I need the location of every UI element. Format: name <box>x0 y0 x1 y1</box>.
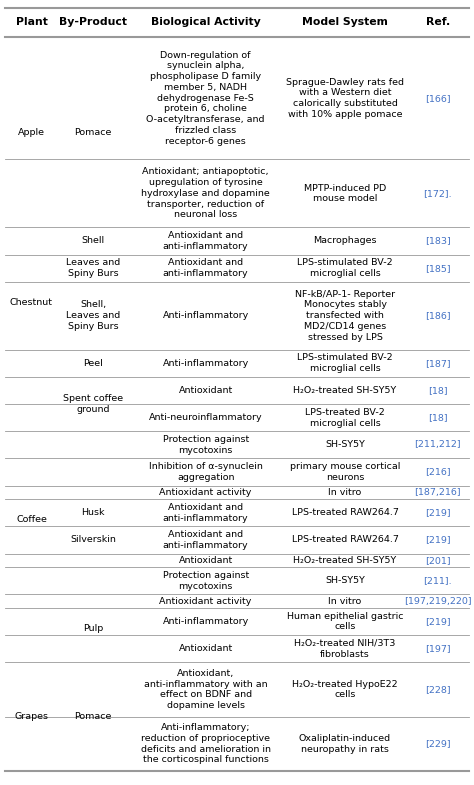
Text: [18]: [18] <box>428 413 448 422</box>
Text: Grapes: Grapes <box>14 712 48 721</box>
Text: Ref.: Ref. <box>426 17 450 27</box>
Text: LPS-treated RAW264.7: LPS-treated RAW264.7 <box>292 535 399 545</box>
Text: Anti-inflammatory: Anti-inflammatory <box>163 617 249 626</box>
Text: Peel: Peel <box>83 359 103 367</box>
Text: Sprague-Dawley rats fed
with a Western diet
calorically substituted
with 10% app: Sprague-Dawley rats fed with a Western d… <box>286 78 404 119</box>
Text: Chestnut: Chestnut <box>10 298 53 307</box>
Text: [183]: [183] <box>425 236 451 246</box>
Text: [228]: [228] <box>425 685 451 694</box>
Text: [187]: [187] <box>425 359 451 367</box>
Text: [18]: [18] <box>428 386 448 395</box>
Text: In vitro: In vitro <box>328 597 362 605</box>
Text: Antioxidant; antiapoptotic,
upregulation of tyrosine
hydroxylase and dopamine
tr: Antioxidant; antiapoptotic, upregulation… <box>141 167 270 219</box>
Text: H₂O₂-treated NIH/3T3
fibroblasts: H₂O₂-treated NIH/3T3 fibroblasts <box>294 639 396 659</box>
Text: MPTP-induced PD
mouse model: MPTP-induced PD mouse model <box>304 184 386 203</box>
Text: SH-SY5Y: SH-SY5Y <box>325 576 365 586</box>
Text: Antioxidant: Antioxidant <box>179 556 233 565</box>
Text: H₂O₂-treated SH-SY5Y: H₂O₂-treated SH-SY5Y <box>293 556 397 565</box>
Text: Antioxidant activity: Antioxidant activity <box>159 488 252 497</box>
Text: LPS-stimulated BV-2
microglial cells: LPS-stimulated BV-2 microglial cells <box>297 353 393 373</box>
Text: Anti-neuroinflammatory: Anti-neuroinflammatory <box>149 413 263 422</box>
Text: [201]: [201] <box>425 556 451 565</box>
Text: Silverskin: Silverskin <box>70 535 116 545</box>
Text: [187,216]: [187,216] <box>415 488 461 497</box>
Text: Coffee: Coffee <box>16 515 47 524</box>
Text: [186]: [186] <box>425 311 451 320</box>
Text: LPS-treated RAW264.7: LPS-treated RAW264.7 <box>292 508 399 517</box>
Text: primary mouse cortical
neurons: primary mouse cortical neurons <box>290 462 400 482</box>
Text: Apple: Apple <box>18 128 45 137</box>
Text: Shell,
Leaves and
Spiny Burs: Shell, Leaves and Spiny Burs <box>66 301 120 331</box>
Text: [172].: [172]. <box>424 189 452 198</box>
Text: Husk: Husk <box>81 508 105 517</box>
Text: Antioxidant: Antioxidant <box>179 386 233 395</box>
Text: Oxaliplatin-induced
neuropathy in rats: Oxaliplatin-induced neuropathy in rats <box>299 734 391 754</box>
Text: Macrophages: Macrophages <box>313 236 377 246</box>
Text: Anti-inflammatory: Anti-inflammatory <box>163 359 249 367</box>
Text: By-Product: By-Product <box>59 17 127 27</box>
Text: Antioxidant activity: Antioxidant activity <box>159 597 252 605</box>
Text: NF-kB/AP-1- Reporter
Monocytes stably
transfected with
MD2/CD14 genes
stressed b: NF-kB/AP-1- Reporter Monocytes stably tr… <box>295 290 395 341</box>
Text: [219]: [219] <box>425 508 451 517</box>
Text: Anti-inflammatory;
reduction of proprioceptive
deficits and amelioration in
the : Anti-inflammatory; reduction of proprioc… <box>141 723 271 765</box>
Text: [185]: [185] <box>425 264 451 272</box>
Text: Antioxidant and
anti-inflammatory: Antioxidant and anti-inflammatory <box>163 258 248 278</box>
Text: [197]: [197] <box>425 644 451 653</box>
Text: Protection against
mycotoxins: Protection against mycotoxins <box>163 571 249 590</box>
Text: H₂O₂-treated SH-SY5Y: H₂O₂-treated SH-SY5Y <box>293 386 397 395</box>
Text: Protection against
mycotoxins: Protection against mycotoxins <box>163 435 249 455</box>
Text: SH-SY5Y: SH-SY5Y <box>325 440 365 449</box>
Text: Human epithelial gastric
cells: Human epithelial gastric cells <box>287 612 403 631</box>
Text: Leaves and
Spiny Burs: Leaves and Spiny Burs <box>66 258 120 278</box>
Text: [219]: [219] <box>425 535 451 545</box>
Text: Model System: Model System <box>302 17 388 27</box>
Text: LPS-treated BV-2
microglial cells: LPS-treated BV-2 microglial cells <box>305 407 385 428</box>
Text: In vitro: In vitro <box>328 488 362 497</box>
Text: [211].: [211]. <box>424 576 452 586</box>
Text: Antioxidant: Antioxidant <box>179 644 233 653</box>
Text: [211,212]: [211,212] <box>415 440 461 449</box>
Text: [166]: [166] <box>425 93 451 103</box>
Text: Pomace: Pomace <box>74 712 112 721</box>
Text: Antioxidant and
anti-inflammatory: Antioxidant and anti-inflammatory <box>163 530 248 549</box>
Text: Spent coffee
ground: Spent coffee ground <box>63 394 123 414</box>
Text: Pomace: Pomace <box>74 128 112 137</box>
Text: Shell: Shell <box>82 236 105 246</box>
Text: Plant: Plant <box>16 17 47 27</box>
Text: Anti-inflammatory: Anti-inflammatory <box>163 311 249 320</box>
Text: [219]: [219] <box>425 617 451 626</box>
Text: Antioxidant and
anti-inflammatory: Antioxidant and anti-inflammatory <box>163 503 248 523</box>
Text: Pulp: Pulp <box>83 624 103 633</box>
Text: [216]: [216] <box>425 468 451 476</box>
Text: Inhibition of α-synuclein
aggregation: Inhibition of α-synuclein aggregation <box>149 462 263 482</box>
Text: Down-regulation of
synuclein alpha,
phospholipase D family
member 5, NADH
dehydr: Down-regulation of synuclein alpha, phos… <box>146 51 265 146</box>
Text: [229]: [229] <box>425 739 451 748</box>
Text: [197,219,220]: [197,219,220] <box>404 597 472 605</box>
Text: H₂O₂-treated HypoE22
cells: H₂O₂-treated HypoE22 cells <box>292 680 398 699</box>
Text: Antioxidant,
anti-inflammatory with an
effect on BDNF and
dopamine levels: Antioxidant, anti-inflammatory with an e… <box>144 669 267 710</box>
Text: Antioxidant and
anti-inflammatory: Antioxidant and anti-inflammatory <box>163 231 248 251</box>
Text: LPS-stimulated BV-2
microglial cells: LPS-stimulated BV-2 microglial cells <box>297 258 393 278</box>
Text: Biological Activity: Biological Activity <box>151 17 261 27</box>
